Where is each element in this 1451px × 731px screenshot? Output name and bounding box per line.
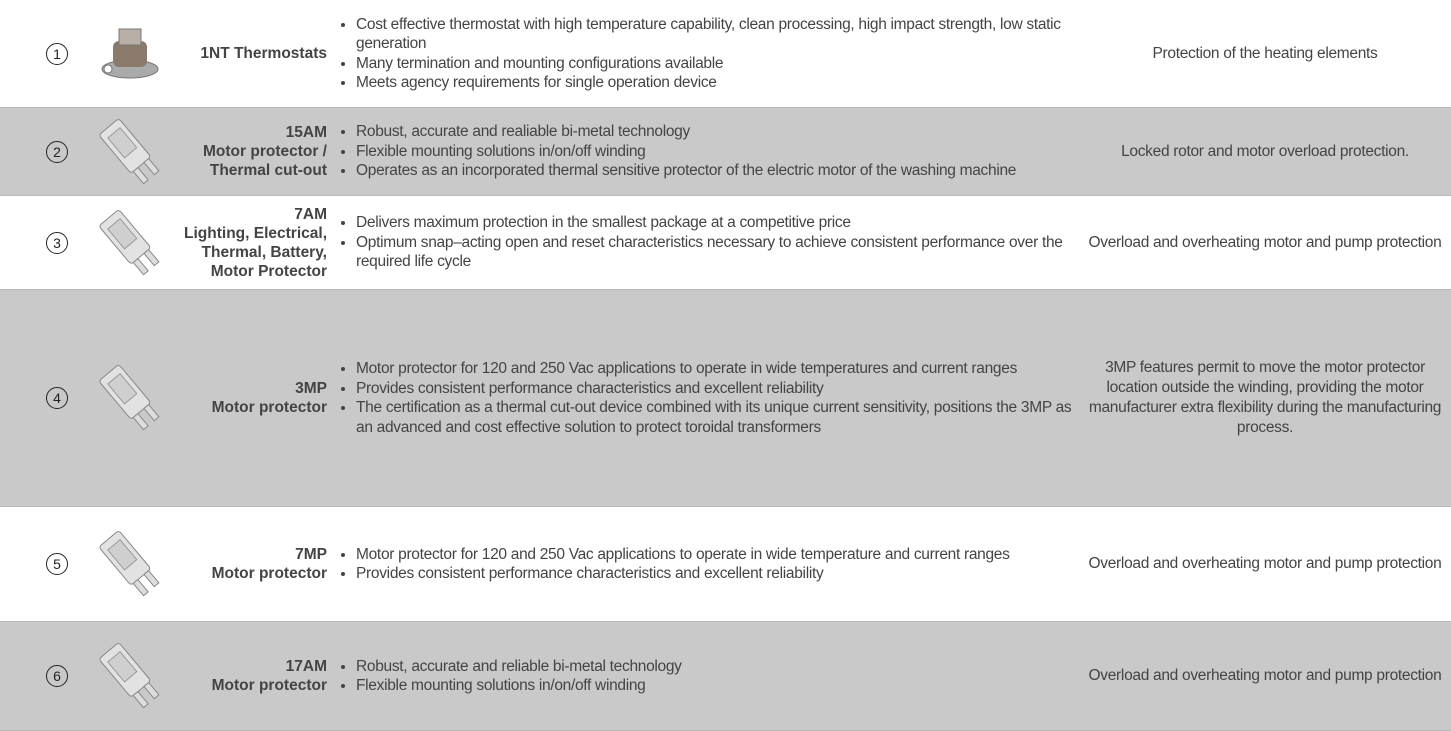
- feature-list: Delivers maximum protection in the small…: [336, 213, 1086, 272]
- name-line: 3MP: [212, 379, 327, 398]
- feature: Robust, accurate and reliable bi-metal t…: [356, 657, 1086, 677]
- feature: The certification as a thermal cut-out d…: [356, 398, 1086, 437]
- feature: Provides consistent performance characte…: [356, 564, 1086, 584]
- name-line: 17AM: [212, 657, 327, 676]
- product-name: 1NT Thermostats: [200, 44, 327, 63]
- product-image: [95, 529, 165, 599]
- feature: Meets agency requirements for single ope…: [356, 73, 1086, 93]
- feature: Delivers maximum protection in the small…: [356, 213, 1086, 233]
- product-image: [95, 641, 165, 711]
- feature: Optimum snap–acting open and reset chara…: [356, 233, 1086, 272]
- name-line: 15AM: [203, 123, 327, 142]
- feature: Cost effective thermostat with high temp…: [356, 15, 1086, 54]
- feature-list: Cost effective thermostat with high temp…: [336, 15, 1086, 93]
- name-line: Thermal, Battery,: [184, 243, 327, 262]
- product-image: [95, 117, 165, 187]
- name-line: Motor Protector: [184, 262, 327, 281]
- row-number: 2: [46, 141, 68, 163]
- feature: Motor protector for 120 and 250 Vac appl…: [356, 359, 1086, 379]
- row-number: 5: [46, 553, 68, 575]
- product-image: [95, 208, 165, 278]
- row-number: 6: [46, 665, 68, 687]
- row-number: 3: [46, 232, 68, 254]
- name-line: Thermal cut-out: [203, 161, 327, 180]
- feature: Provides consistent performance characte…: [356, 379, 1086, 399]
- row-number: 1: [46, 43, 68, 65]
- name-line: Motor protector /: [203, 142, 327, 161]
- name-line: Lighting, Electrical,: [184, 224, 327, 243]
- feature: Flexible mounting solutions in/on/off wi…: [356, 676, 1086, 696]
- application: Overload and overheating motor and pump …: [1085, 554, 1445, 574]
- name-line: Motor protector: [212, 676, 327, 695]
- application: Locked rotor and motor overload protecti…: [1085, 142, 1445, 162]
- feature: Many termination and mounting configurat…: [356, 54, 1086, 74]
- feature-list: Robust, accurate and reliable bi-metal t…: [336, 657, 1086, 696]
- product-table: 1 1NT Thermostats Cost effective thermosta…: [0, 0, 1451, 731]
- feature: Robust, accurate and realiable bi-metal …: [356, 122, 1086, 142]
- feature-list: Motor protector for 120 and 250 Vac appl…: [336, 545, 1086, 584]
- application: 3MP features permit to move the motor pr…: [1085, 358, 1445, 438]
- name-line: 7AM: [184, 205, 327, 224]
- application: Overload and overheating motor and pump …: [1085, 666, 1445, 686]
- name-line: Motor protector: [212, 564, 327, 583]
- table-row: 1 1NT Thermostats Cost effective thermosta…: [0, 0, 1451, 108]
- application: Overload and overheating motor and pump …: [1085, 233, 1445, 253]
- feature-list: Motor protector for 120 and 250 Vac appl…: [336, 359, 1086, 437]
- name-line: 1NT Thermostats: [200, 44, 327, 63]
- feature-list: Robust, accurate and realiable bi-metal …: [336, 122, 1086, 181]
- row-number: 4: [46, 387, 68, 409]
- feature: Operates as an incorporated thermal sens…: [356, 161, 1086, 181]
- product-image: [95, 363, 165, 433]
- feature: Flexible mounting solutions in/on/off wi…: [356, 142, 1086, 162]
- application: Protection of the heating elements: [1085, 44, 1445, 64]
- product-image: [95, 19, 165, 89]
- feature: Motor protector for 120 and 250 Vac appl…: [356, 545, 1086, 565]
- name-line: 7MP: [212, 545, 327, 564]
- name-line: Motor protector: [212, 398, 327, 417]
